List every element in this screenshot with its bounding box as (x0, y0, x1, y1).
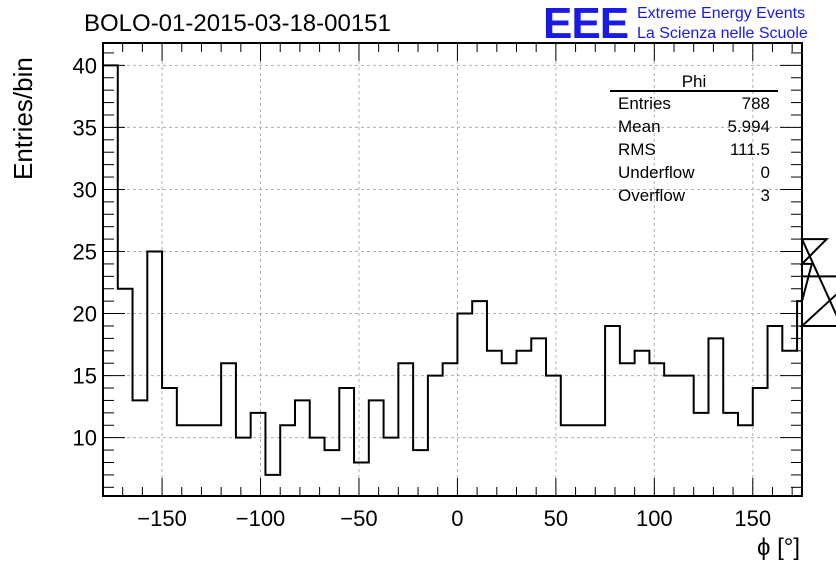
histogram-series-line (102, 64, 836, 496)
histogram-bar (487, 351, 502, 496)
y-tick-label: 20 (73, 302, 97, 327)
histogram-bar (753, 388, 768, 496)
histogram-bar (443, 363, 458, 496)
x-tick-label: 150 (734, 506, 771, 531)
histogram-bar (664, 376, 679, 496)
histogram-bar (649, 363, 664, 496)
histogram-bar (457, 314, 472, 496)
logo-line-1: Extreme Energy Events (637, 5, 806, 22)
stats-label: Entries (618, 94, 671, 113)
histogram-bar (620, 363, 635, 496)
histogram-bar (546, 376, 561, 496)
y-tick-label: 35 (73, 115, 97, 140)
histogram-bar (576, 425, 591, 496)
y-tick-label: 10 (73, 426, 97, 451)
stats-title: Phi (681, 72, 707, 91)
histogram-bar (339, 388, 354, 496)
logo-line-2: La Scienza nelle Scuole (637, 25, 808, 42)
stats-value: 0 (760, 163, 770, 182)
histogram-bar (236, 438, 251, 496)
stats-value: 5.994 (727, 117, 770, 136)
histogram-bar (103, 65, 118, 496)
histogram-bar (162, 388, 177, 496)
x-tick-label: −150 (137, 506, 187, 531)
page-title: BOLO-01-2015-03-18-00151 (84, 10, 391, 37)
x-tick-label: 50 (544, 506, 568, 531)
x-tick-label: 100 (636, 506, 673, 531)
logo-caption: Extreme Energy Events La Scienza nelle S… (637, 4, 808, 44)
histogram-bar (502, 363, 517, 496)
histogram-bar (295, 400, 310, 496)
histogram-bar (782, 351, 797, 496)
stats-value: 111.5 (729, 140, 770, 159)
y-tick-label: 15 (73, 364, 97, 389)
y-tick-label: 30 (73, 177, 97, 202)
histogram-bar (354, 462, 369, 496)
histogram-bar (708, 338, 723, 496)
histogram-bar (192, 425, 207, 496)
histogram-bar (118, 289, 133, 496)
histogram-bar (280, 425, 295, 496)
histogram-bar (251, 413, 266, 496)
histogram-bar (531, 338, 546, 496)
x-tick-label: 0 (451, 506, 463, 531)
histogram-bar (206, 425, 221, 496)
stats-label: Underflow (618, 163, 695, 182)
histogram-bar (221, 363, 236, 496)
histogram-bar (133, 400, 148, 496)
histogram-bar (723, 413, 738, 496)
y-tick-label: 40 (73, 53, 97, 78)
histogram-bar (325, 450, 340, 496)
histogram-bar (738, 425, 753, 496)
stats-label: RMS (618, 140, 656, 159)
x-axis-label: ϕ [°] (756, 534, 800, 561)
eee-logo: EEE (543, 0, 629, 48)
stats-value: 788 (741, 94, 770, 113)
stats-value: 3 (760, 186, 770, 205)
histogram-bar (177, 425, 192, 496)
histogram-bar (398, 363, 413, 496)
histogram-bar (605, 326, 620, 496)
histogram-bar (679, 376, 694, 496)
histogram-bar (516, 351, 531, 496)
histogram-bar (413, 450, 428, 496)
histogram-bar (472, 301, 487, 496)
plot-frame (102, 42, 803, 497)
histogram-bar (635, 351, 650, 496)
stats-label: Mean (618, 117, 661, 136)
histogram-bar (265, 475, 280, 496)
stats-label: Overflow (618, 186, 686, 205)
histogram-bar (768, 326, 783, 496)
histogram-bar (428, 376, 443, 496)
y-tick-label: 25 (73, 240, 97, 265)
y-axis-label: Entries/bin (8, 57, 38, 180)
histogram-bar (310, 438, 325, 496)
x-tick-label: −50 (340, 506, 377, 531)
histogram-bar (590, 425, 605, 496)
histogram-bar (384, 438, 399, 496)
histogram-bar (369, 400, 384, 496)
x-tick-label: −100 (236, 506, 286, 531)
histogram-bar (147, 252, 162, 496)
histogram-bar (561, 425, 576, 496)
histogram-bar (694, 413, 709, 496)
